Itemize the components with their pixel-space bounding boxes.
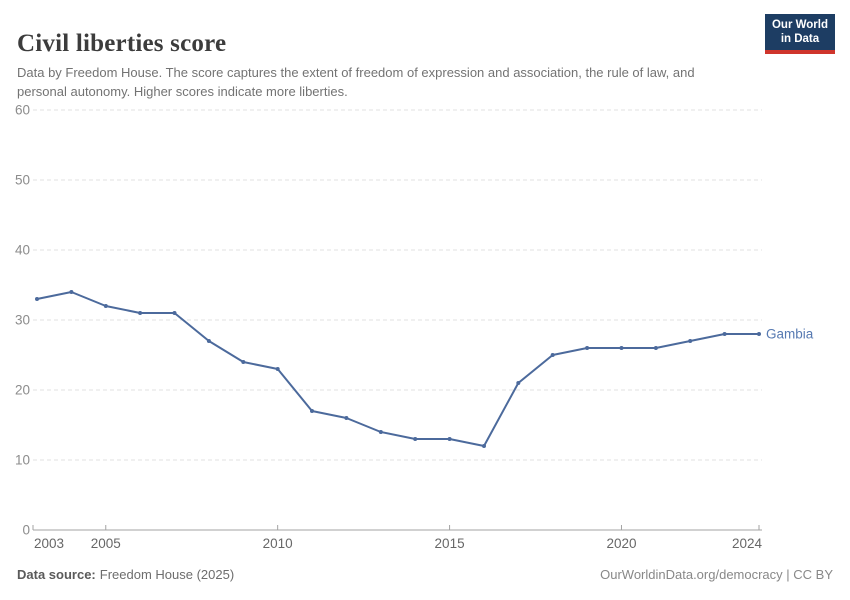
data-point[interactable]: [241, 360, 246, 364]
data-point[interactable]: [378, 430, 383, 434]
data-point[interactable]: [550, 353, 555, 357]
data-point[interactable]: [310, 409, 314, 413]
svg-text:2010: 2010: [263, 536, 293, 551]
footer-link[interactable]: OurWorldinData.org/democracy | CC BY: [600, 567, 833, 582]
svg-text:30: 30: [15, 313, 30, 328]
owid-logo[interactable]: Our World in Data: [764, 14, 835, 54]
data-point[interactable]: [206, 339, 211, 343]
data-point[interactable]: [722, 332, 727, 336]
x-axis-labels: 2003 2005 2010 2015 2020 2024: [34, 536, 762, 551]
data-point[interactable]: [516, 381, 521, 385]
chart-subtitle: Data by Freedom House. The score capture…: [17, 65, 695, 99]
svg-text:2024: 2024: [732, 536, 763, 551]
svg-text:40: 40: [15, 243, 30, 258]
svg-text:60: 60: [15, 103, 30, 118]
y-axis-labels: 0 10 20 30 40 50 60: [15, 103, 30, 538]
data-point[interactable]: [103, 304, 108, 308]
data-point[interactable]: [757, 332, 761, 336]
data-point[interactable]: [413, 437, 418, 441]
x-axis-ticks: [32, 525, 760, 530]
y-gridlines: [33, 109, 762, 531]
data-point[interactable]: [172, 311, 177, 315]
data-point[interactable]: [688, 339, 693, 343]
data-source-label: Data source:: [17, 567, 96, 582]
data-point[interactable]: [344, 416, 349, 420]
entity-label[interactable]: Gambia: [766, 327, 814, 342]
data-point[interactable]: [447, 437, 452, 441]
svg-text:2015: 2015: [435, 536, 465, 551]
svg-text:2003: 2003: [34, 536, 64, 551]
data-source-value: Freedom House (2025): [99, 567, 235, 582]
svg-text:0: 0: [22, 523, 30, 538]
owid-logo-line2: in Data: [780, 32, 820, 45]
data-point[interactable]: [585, 346, 590, 350]
svg-text:20: 20: [15, 383, 30, 398]
data-point[interactable]: [653, 346, 658, 350]
svg-text:2005: 2005: [91, 536, 121, 551]
svg-text:10: 10: [15, 453, 30, 468]
owid-logo-line1: Our World: [771, 19, 828, 31]
data-point[interactable]: [619, 346, 624, 350]
footer: Data source: Freedom House (2025) OurWorl…: [17, 567, 833, 582]
data-point[interactable]: [69, 290, 74, 294]
page-title: Civil liberties score: [17, 29, 227, 57]
data-point[interactable]: [138, 311, 143, 315]
data-point[interactable]: [275, 367, 280, 371]
svg-text:2020: 2020: [606, 536, 636, 551]
svg-text:50: 50: [15, 173, 30, 188]
data-point[interactable]: [482, 444, 486, 448]
series-gambia[interactable]: [35, 290, 761, 448]
data-point[interactable]: [35, 297, 39, 301]
data-source: Data source: Freedom House (2025): [17, 567, 234, 582]
